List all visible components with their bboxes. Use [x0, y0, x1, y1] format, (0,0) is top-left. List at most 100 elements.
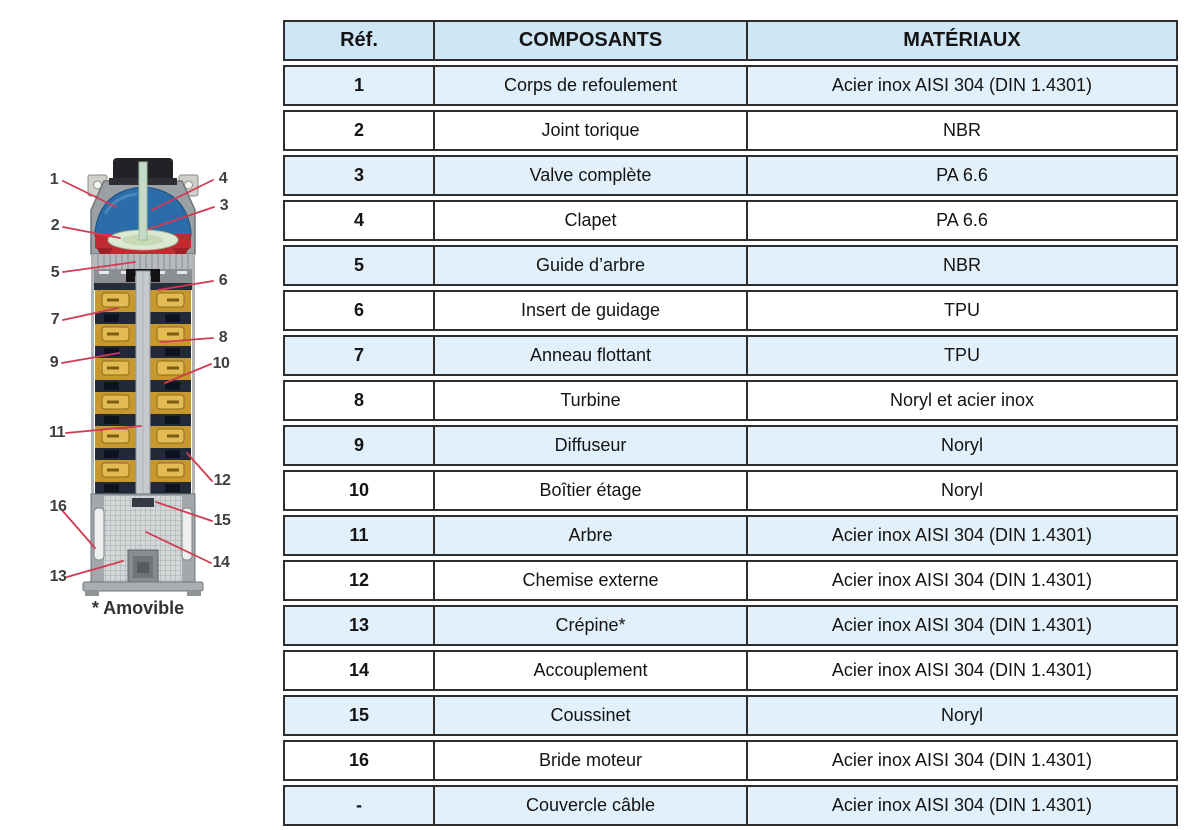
table-row: 13 Crépine* Acier inox AISI 304 (DIN 1.430…	[283, 605, 1178, 646]
parts-table: Réf. COMPOSANTS MATÉRIAUX 1 Corps de refo…	[283, 20, 1178, 830]
table-row: 10 Boîtier étage Noryl	[283, 470, 1178, 511]
table-body: 1 Corps de refoulement Acier inox AISI 304…	[283, 65, 1178, 826]
cell-ref: 12	[285, 562, 435, 599]
callout-number-13: 13	[49, 568, 67, 585]
cell-material: Acier inox AISI 304 (DIN 1.4301)	[831, 750, 1093, 770]
cell-component: Bride moteur	[435, 742, 748, 779]
table-row: 5 Guide d’arbre NBR	[283, 245, 1178, 286]
cell-component: Arbre	[435, 517, 748, 554]
callout-number-15: 15	[213, 512, 231, 529]
table-row: 1 Corps de refoulement Acier inox AISI 304…	[283, 65, 1178, 106]
table-row: 9 Diffuseur Noryl	[283, 425, 1178, 466]
strainer-window-right	[181, 507, 193, 561]
cell-material: TPU	[944, 345, 980, 365]
callout-number-1: 1	[49, 171, 59, 188]
cell-material: PA 6.6	[936, 210, 988, 230]
cell-material: NBR	[942, 255, 981, 275]
callout-number-10: 10	[212, 355, 230, 372]
callout-number-14: 14	[212, 554, 230, 571]
callout-number-12: 12	[213, 472, 231, 489]
outer-jacket-right	[192, 254, 195, 494]
callout-number-6: 6	[218, 272, 228, 289]
cell-material: Noryl	[940, 480, 983, 500]
bottom-flange	[82, 581, 204, 592]
table-row: 8 Turbine Noryl et acier inox	[283, 380, 1178, 421]
cell-ref: 3	[285, 157, 435, 194]
cell-ref: 8	[285, 382, 435, 419]
pump-diagram: 1 2 3 4 5 6 7 8 9 10 11 12 13 14 15 16 *…	[0, 0, 282, 781]
cell-ref: 15	[285, 697, 435, 734]
cell-component: Coussinet	[435, 697, 748, 734]
removable-note: * Amovible	[91, 598, 185, 618]
callout-number-11: 11	[49, 424, 65, 441]
callout-number-9: 9	[49, 354, 59, 371]
callout-number-7: 7	[50, 311, 60, 328]
cell-component: Diffuseur	[435, 427, 748, 464]
cell-ref: 13	[285, 607, 435, 644]
cell-material: Noryl et acier inox	[889, 390, 1035, 410]
cell-component: Corps de refoulement	[435, 67, 748, 104]
table-row: 4 Clapet PA 6.6	[283, 200, 1178, 241]
cell-ref: 5	[285, 247, 435, 284]
cell-material: NBR	[942, 120, 981, 140]
cell-ref: 1	[285, 67, 435, 104]
header-material: MATÉRIAUX	[903, 29, 1021, 51]
cell-ref: 6	[285, 292, 435, 329]
callout-number-4: 4	[218, 170, 228, 187]
table-row: 7 Anneau flottant TPU	[283, 335, 1178, 376]
callout-number-2: 2	[50, 217, 60, 234]
cell-material: Acier inox AISI 304 (DIN 1.4301)	[831, 660, 1093, 680]
cell-material: Acier inox AISI 304 (DIN 1.4301)	[831, 570, 1093, 590]
cell-material: TPU	[944, 300, 980, 320]
callout-number-5: 5	[50, 264, 60, 281]
cell-component: Chemise externe	[435, 562, 748, 599]
header-component: COMPOSANTS	[435, 22, 748, 59]
cell-ref: 4	[285, 202, 435, 239]
cell-ref: 2	[285, 112, 435, 149]
cell-ref: 7	[285, 337, 435, 374]
table-row: 14 Accouplement Acier inox AISI 304 (DIN 1…	[283, 650, 1178, 691]
bearing	[132, 498, 154, 507]
table-row: 2 Joint torique NBR	[283, 110, 1178, 151]
cell-ref: 10	[285, 472, 435, 509]
table-row: 3 Valve complète PA 6.6	[283, 155, 1178, 196]
pump-body	[82, 158, 204, 596]
callout-number-3: 3	[219, 197, 229, 214]
table-row: 12 Chemise externe Acier inox AISI 304 (DI…	[283, 560, 1178, 601]
cell-component: Boîtier étage	[435, 472, 748, 509]
valve-stem	[138, 161, 148, 241]
outer-jacket-left	[91, 254, 94, 494]
header-ref: Réf.	[285, 22, 435, 59]
cell-material: Acier inox AISI 304 (DIN 1.4301)	[831, 75, 1093, 95]
cell-material: Acier inox AISI 304 (DIN 1.4301)	[831, 525, 1093, 545]
cell-component: Insert de guidage	[435, 292, 748, 329]
cell-material: PA 6.6	[936, 165, 988, 185]
cell-component: Accouplement	[435, 652, 748, 689]
callout-number-16: 16	[49, 498, 67, 515]
cell-component: Guide d’arbre	[435, 247, 748, 284]
cell-component: Joint torique	[435, 112, 748, 149]
cell-material: Acier inox AISI 304 (DIN 1.4301)	[831, 795, 1093, 815]
pump-cutaway-illustration	[60, 158, 215, 596]
cell-component: Clapet	[435, 202, 748, 239]
cell-component: Valve complète	[435, 157, 748, 194]
table-row: 16 Bride moteur Acier inox AISI 304 (DIN 1…	[283, 740, 1178, 781]
cell-material: Noryl	[940, 705, 983, 725]
table-row: 11 Arbre Acier inox AISI 304 (DIN 1.4301)	[283, 515, 1178, 556]
cell-ref: -	[285, 787, 435, 824]
cell-ref: 11	[285, 517, 435, 554]
cell-ref: 16	[285, 742, 435, 779]
cell-component: Couvercle câble	[435, 787, 748, 824]
table-row: - Couvercle câble Acier inox AISI 304 (DIN…	[283, 785, 1178, 826]
table-row: 15 Coussinet Noryl	[283, 695, 1178, 736]
table-header-row: Réf. COMPOSANTS MATÉRIAUX	[283, 20, 1178, 61]
cell-component: Turbine	[435, 382, 748, 419]
cell-component: Crépine*	[435, 607, 748, 644]
callout-number-8: 8	[218, 329, 228, 346]
leader-lines	[60, 179, 215, 578]
cell-material: Acier inox AISI 304 (DIN 1.4301)	[831, 615, 1093, 635]
cell-component: Anneau flottant	[435, 337, 748, 374]
cell-ref: 9	[285, 427, 435, 464]
cell-material: Noryl	[940, 435, 983, 455]
cell-ref: 14	[285, 652, 435, 689]
